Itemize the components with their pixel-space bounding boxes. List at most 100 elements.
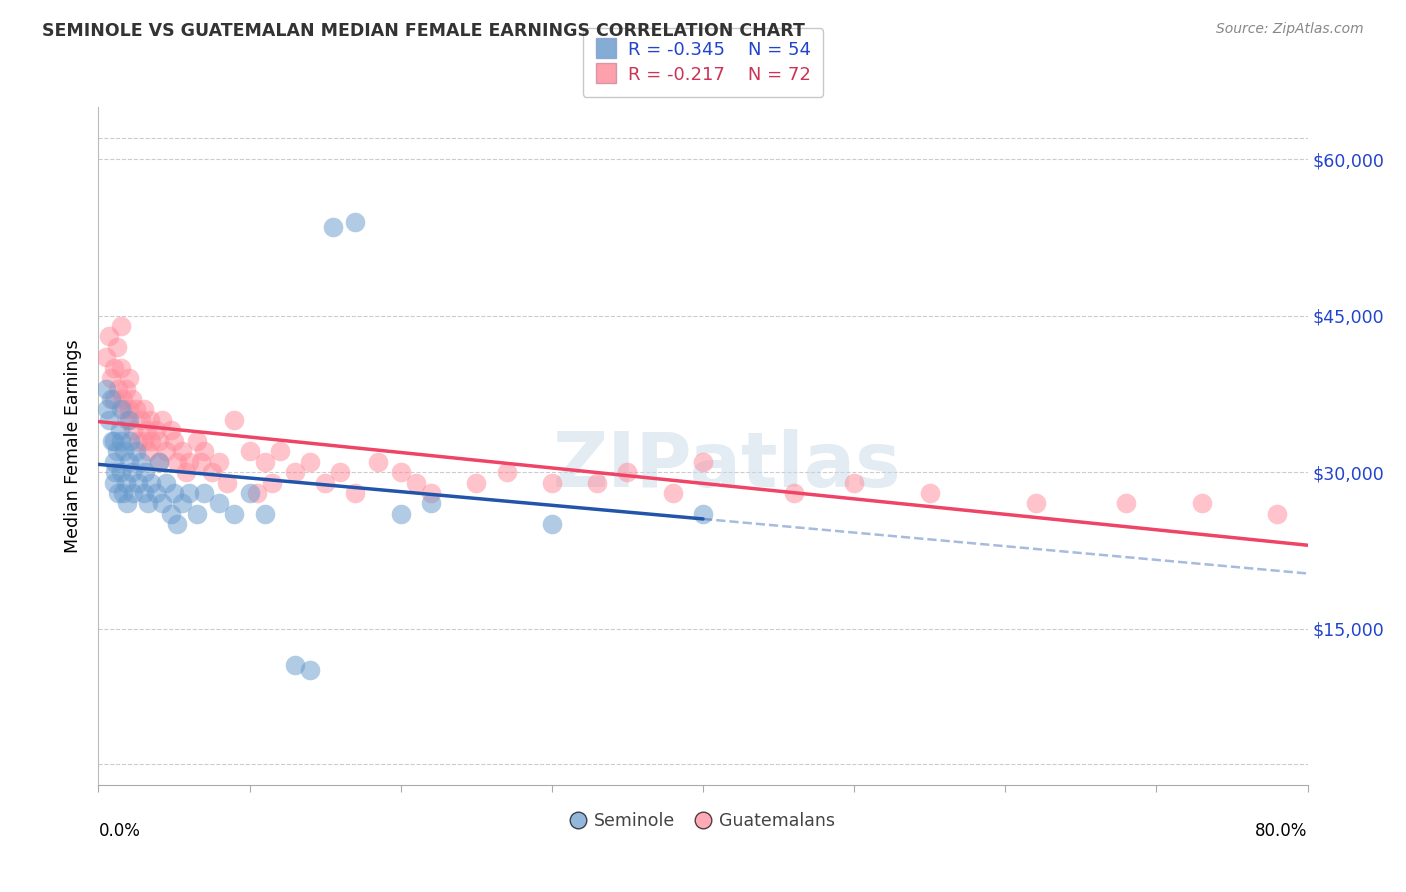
Point: [125, 444, 148, 458]
Point: [104, 465, 127, 479]
Point: [616, 465, 638, 479]
Point: [208, 496, 231, 510]
Point: [224, 507, 246, 521]
Point: [108, 423, 131, 437]
Point: [269, 444, 291, 458]
Point: [129, 455, 152, 469]
Point: [186, 507, 208, 521]
Text: Source: ZipAtlas.com: Source: ZipAtlas.com: [1216, 22, 1364, 37]
Point: [495, 465, 517, 479]
Point: [918, 486, 941, 500]
Point: [141, 475, 163, 490]
Point: [112, 444, 135, 458]
Point: [540, 517, 562, 532]
Point: [100, 371, 122, 385]
Point: [299, 455, 322, 469]
Point: [135, 423, 157, 437]
Point: [1191, 496, 1213, 510]
Point: [105, 444, 128, 458]
Point: [141, 434, 163, 448]
Point: [94, 382, 117, 396]
Point: [299, 663, 322, 677]
Point: [661, 486, 683, 500]
Point: [110, 434, 132, 448]
Point: [246, 486, 269, 500]
Point: [145, 486, 167, 500]
Point: [389, 507, 412, 521]
Point: [98, 413, 121, 427]
Point: [107, 486, 129, 500]
Point: [103, 475, 125, 490]
Point: [148, 455, 170, 469]
Text: ZIPatlas: ZIPatlas: [553, 429, 901, 503]
Point: [155, 475, 177, 490]
Point: [174, 465, 197, 479]
Point: [105, 340, 128, 354]
Point: [127, 475, 149, 490]
Point: [125, 402, 148, 417]
Point: [136, 444, 159, 458]
Point: [224, 413, 246, 427]
Legend: Seminole, Guatemalans: Seminole, Guatemalans: [564, 805, 842, 838]
Point: [115, 413, 138, 427]
Point: [170, 496, 193, 510]
Point: [136, 496, 159, 510]
Point: [540, 475, 562, 490]
Point: [122, 486, 145, 500]
Point: [179, 455, 201, 469]
Point: [114, 475, 136, 490]
Point: [783, 486, 806, 500]
Point: [100, 392, 122, 406]
Point: [94, 351, 117, 365]
Point: [114, 382, 136, 396]
Point: [692, 507, 714, 521]
Point: [166, 517, 188, 532]
Point: [148, 455, 170, 469]
Point: [420, 486, 443, 500]
Point: [101, 434, 124, 448]
Point: [150, 413, 173, 427]
Point: [112, 402, 135, 417]
Text: 0.0%: 0.0%: [98, 822, 141, 840]
Text: 80.0%: 80.0%: [1256, 822, 1308, 840]
Point: [111, 392, 134, 406]
Point: [586, 475, 609, 490]
Point: [110, 360, 132, 375]
Point: [120, 434, 142, 448]
Point: [118, 371, 141, 385]
Point: [160, 423, 183, 437]
Point: [150, 496, 173, 510]
Point: [110, 319, 132, 334]
Point: [1267, 507, 1289, 521]
Point: [129, 413, 152, 427]
Point: [132, 402, 155, 417]
Point: [160, 507, 183, 521]
Point: [389, 465, 412, 479]
Point: [121, 392, 143, 406]
Point: [118, 402, 141, 417]
Point: [314, 475, 336, 490]
Point: [155, 444, 177, 458]
Point: [103, 434, 125, 448]
Point: [208, 455, 231, 469]
Point: [145, 423, 167, 437]
Point: [139, 413, 162, 427]
Point: [253, 507, 276, 521]
Point: [110, 465, 132, 479]
Point: [692, 455, 714, 469]
Point: [193, 486, 215, 500]
Point: [201, 465, 224, 479]
Point: [98, 329, 121, 343]
Point: [103, 455, 125, 469]
Point: [163, 486, 186, 500]
Point: [148, 434, 170, 448]
Point: [215, 475, 238, 490]
Point: [111, 486, 134, 500]
Point: [329, 465, 352, 479]
Point: [103, 392, 125, 406]
Point: [284, 465, 307, 479]
Point: [465, 475, 488, 490]
Point: [107, 382, 129, 396]
Point: [163, 434, 186, 448]
Point: [1024, 496, 1046, 510]
